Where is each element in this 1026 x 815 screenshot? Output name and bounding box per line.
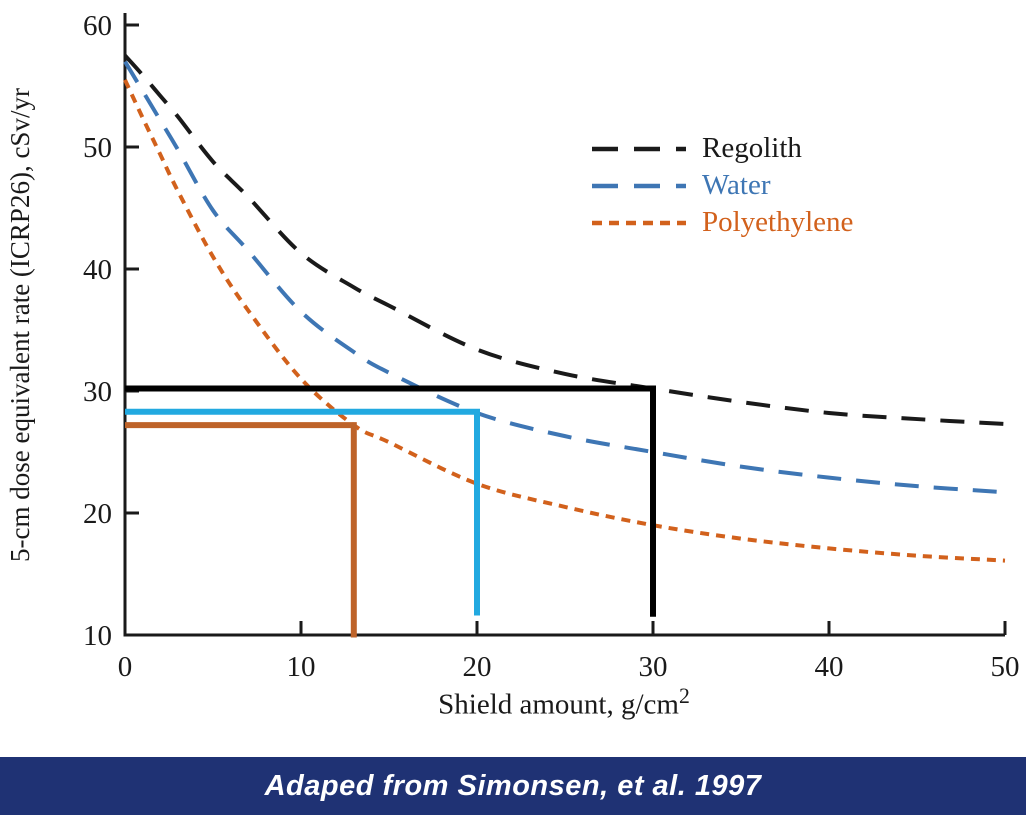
y-tick-label: 30: [83, 376, 112, 408]
ref-line-polyethylene: [125, 422, 357, 638]
x-axis-title: Shield amount, g/cm2: [104, 684, 1024, 722]
x-tick-label: 50: [991, 651, 1020, 683]
caption-banner: Adaped from Simonsen, et al. 1997: [0, 757, 1026, 815]
legend-line-swatch: [592, 146, 686, 151]
legend: Regolith Water Polyethylene: [592, 130, 853, 241]
x-tick-label: 30: [639, 651, 668, 683]
legend-item-water: Water: [592, 167, 853, 204]
x-axis-title-exponent: 2: [678, 684, 690, 708]
legend-item-polyethylene: Polyethylene: [592, 204, 853, 241]
x-tick-label: 0: [118, 651, 133, 683]
x-axis-title-text: Shield amount, g/cm: [438, 688, 679, 721]
ref-line-regolith: [125, 385, 656, 617]
x-tick-label: 40: [815, 651, 844, 683]
legend-label: Water: [702, 169, 771, 201]
x-tick-label: 10: [287, 651, 316, 683]
caption-text: Adaped from Simonsen, et al. 1997: [264, 769, 762, 802]
y-tick-label: 60: [83, 10, 112, 42]
legend-item-regolith: Regolith: [592, 130, 853, 167]
y-tick-label: 10: [83, 620, 112, 652]
y-tick-label: 50: [83, 132, 112, 164]
series-line-regolith: [123, 54, 1006, 426]
series-line-polyethylene: [123, 79, 1006, 563]
y-axis-title: 5-cm dose equivalent rate (ICRP26), cSv/…: [5, 88, 35, 562]
ref-line-water: [125, 408, 480, 616]
y-tick-label: 20: [83, 498, 112, 530]
legend-label: Polyethylene: [702, 206, 854, 238]
legend-line-swatch: [592, 183, 686, 188]
legend-label: Regolith: [702, 132, 802, 164]
legend-line-swatch: [592, 220, 686, 225]
x-tick-label: 20: [463, 651, 492, 683]
series-line-water: [123, 60, 1006, 495]
y-tick-label: 40: [83, 254, 112, 286]
